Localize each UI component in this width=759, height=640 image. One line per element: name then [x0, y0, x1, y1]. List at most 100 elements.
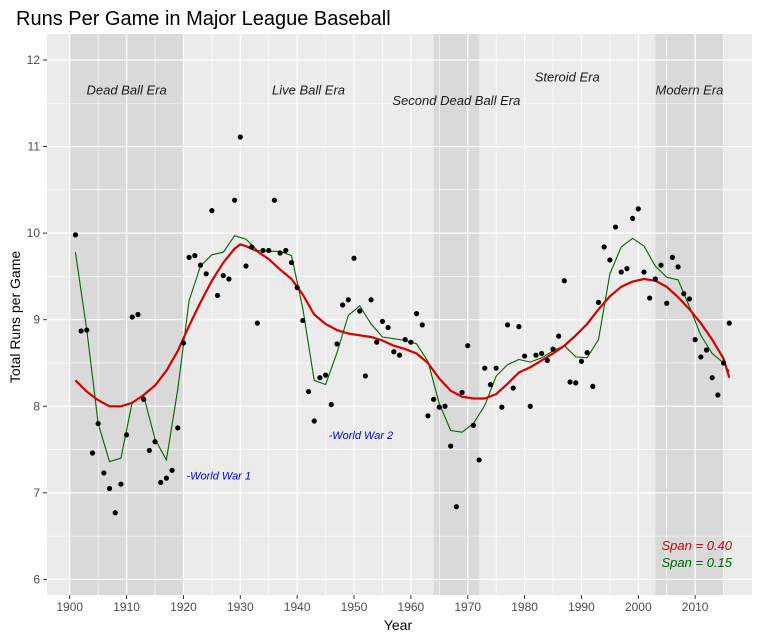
x-tick-label: 1950 — [341, 600, 368, 614]
data-point — [482, 365, 488, 371]
y-tick-label: 7 — [33, 486, 40, 500]
data-point — [578, 358, 585, 364]
data-point — [664, 300, 670, 306]
data-point — [544, 357, 550, 363]
data-point — [425, 413, 431, 419]
y-tick-label: 9 — [33, 313, 40, 327]
data-point — [237, 134, 243, 140]
data-point — [431, 396, 437, 402]
data-point — [283, 247, 289, 254]
data-point — [521, 353, 528, 359]
data-point — [470, 422, 477, 428]
data-point — [624, 266, 630, 272]
data-point — [362, 373, 368, 379]
data-point — [300, 317, 306, 324]
x-tick-label: 2000 — [625, 600, 652, 614]
data-point — [504, 322, 511, 328]
data-point — [510, 385, 516, 391]
data-point — [243, 263, 249, 269]
data-point — [681, 291, 687, 297]
data-point — [214, 292, 221, 299]
data-point — [368, 297, 374, 303]
data-point — [163, 475, 169, 481]
span-legend: Span = 0.40 Span = 0.15 — [662, 538, 733, 570]
data-point — [146, 447, 152, 454]
data-point — [197, 262, 204, 268]
data-point — [635, 206, 641, 212]
data-point — [567, 379, 573, 385]
data-point — [374, 339, 380, 345]
span-label-green: Span = 0.15 — [662, 555, 733, 570]
data-point — [158, 479, 164, 486]
data-point — [539, 350, 545, 357]
data-point — [487, 382, 494, 388]
data-point — [186, 254, 192, 260]
x-tick-label: 1990 — [568, 600, 595, 614]
axis-ticks: 1900 1910 1920 1930 1940 1950 1960 1970 1980 1990… — [27, 53, 709, 614]
annotation-label: -World War 2 — [329, 430, 394, 442]
annotations: -World War 1 -World War 2 — [186, 430, 393, 483]
data-point — [402, 337, 408, 343]
data-point — [123, 432, 130, 438]
data-point — [209, 208, 215, 214]
era-label: Second Dead Ball Era — [392, 93, 520, 108]
data-point — [84, 327, 90, 333]
span-label-red: Span = 0.40 — [662, 538, 733, 553]
data-point — [720, 360, 727, 366]
data-point — [448, 443, 454, 449]
data-point — [419, 322, 425, 328]
data-point — [288, 259, 295, 266]
x-tick-label: 1960 — [398, 600, 425, 614]
data-point — [169, 467, 175, 473]
data-point — [396, 352, 403, 358]
data-point — [260, 247, 266, 254]
chart-title: Runs Per Game in Major League Baseball — [16, 8, 391, 30]
y-tick-label: 12 — [27, 53, 41, 67]
data-point — [322, 372, 329, 378]
data-point — [249, 244, 255, 250]
data-point — [385, 324, 391, 331]
data-point — [641, 269, 647, 275]
data-point — [590, 383, 596, 389]
data-point — [351, 255, 357, 261]
y-tick-label: 6 — [33, 572, 40, 586]
data-point — [533, 352, 539, 358]
x-tick-label: 1980 — [511, 600, 538, 614]
era-label: Dead Ball Era — [86, 83, 166, 98]
era-labels: Dead Ball Era Live Ball Era Second Dead Ba… — [86, 70, 723, 108]
data-point — [726, 320, 732, 326]
data-point — [345, 297, 351, 303]
x-tick-label: 1970 — [454, 600, 481, 614]
data-point — [277, 250, 283, 256]
data-point — [709, 375, 715, 381]
data-point — [573, 380, 579, 386]
data-point — [607, 257, 613, 263]
data-point — [78, 328, 84, 334]
data-point — [493, 365, 499, 371]
y-tick-label: 11 — [28, 140, 41, 154]
data-point — [305, 388, 312, 395]
era-shade — [655, 34, 724, 595]
x-tick-label: 1900 — [56, 600, 83, 614]
data-point — [379, 318, 386, 325]
data-point — [118, 481, 124, 487]
data-points — [72, 134, 732, 516]
data-point — [703, 347, 710, 353]
data-point — [561, 278, 567, 284]
x-tick-label: 1920 — [170, 600, 197, 614]
x-axis-title: Year — [384, 617, 413, 633]
data-point — [112, 510, 118, 516]
data-point — [675, 264, 681, 270]
data-point — [550, 346, 556, 352]
data-point — [271, 197, 278, 203]
data-point — [129, 314, 135, 320]
data-point — [357, 308, 363, 314]
data-point — [686, 296, 693, 302]
data-point — [647, 295, 653, 301]
data-point — [595, 299, 602, 305]
data-point — [106, 485, 113, 492]
data-point — [135, 311, 141, 318]
data-point — [698, 354, 704, 360]
data-point — [436, 404, 442, 410]
data-point — [453, 504, 459, 510]
